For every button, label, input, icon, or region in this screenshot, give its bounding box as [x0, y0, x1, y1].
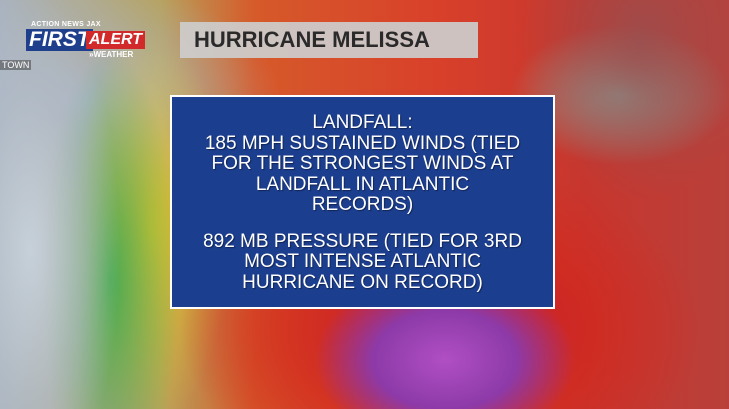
box-line: FOR THE STRONGEST WINDS AT: [211, 153, 514, 174]
map-label: TOWN: [0, 60, 32, 70]
title-bar: [180, 22, 478, 58]
info-box: [170, 95, 555, 309]
logo-alert: ALERT: [86, 31, 146, 49]
logo-weather: »WEATHER: [89, 50, 134, 59]
title: HURRICANE MELISSA: [194, 27, 430, 52]
box-line: 892 MB PRESSURE (TIED FOR 3RD: [203, 230, 522, 252]
logo-first: FIRST: [26, 29, 93, 51]
box-line: 185 MPH SUSTAINED WINDS (TIED: [204, 132, 521, 154]
box-heading: LANDFALL:: [312, 112, 413, 133]
box-line: RECORDS): [311, 194, 414, 215]
box-line: LANDFALL IN ATLANTIC: [255, 173, 470, 195]
box-line: HURRICANE ON RECORD): [242, 271, 483, 293]
box-line: MOST INTENSE ATLANTIC: [244, 251, 481, 272]
info-text: LANDFALL: 185 MPH SUSTAINED WINDS (TIED F…: [170, 112, 555, 293]
logo-station: ACTION NEWS JAX: [31, 21, 101, 28]
paragraph-gap: [170, 216, 555, 232]
